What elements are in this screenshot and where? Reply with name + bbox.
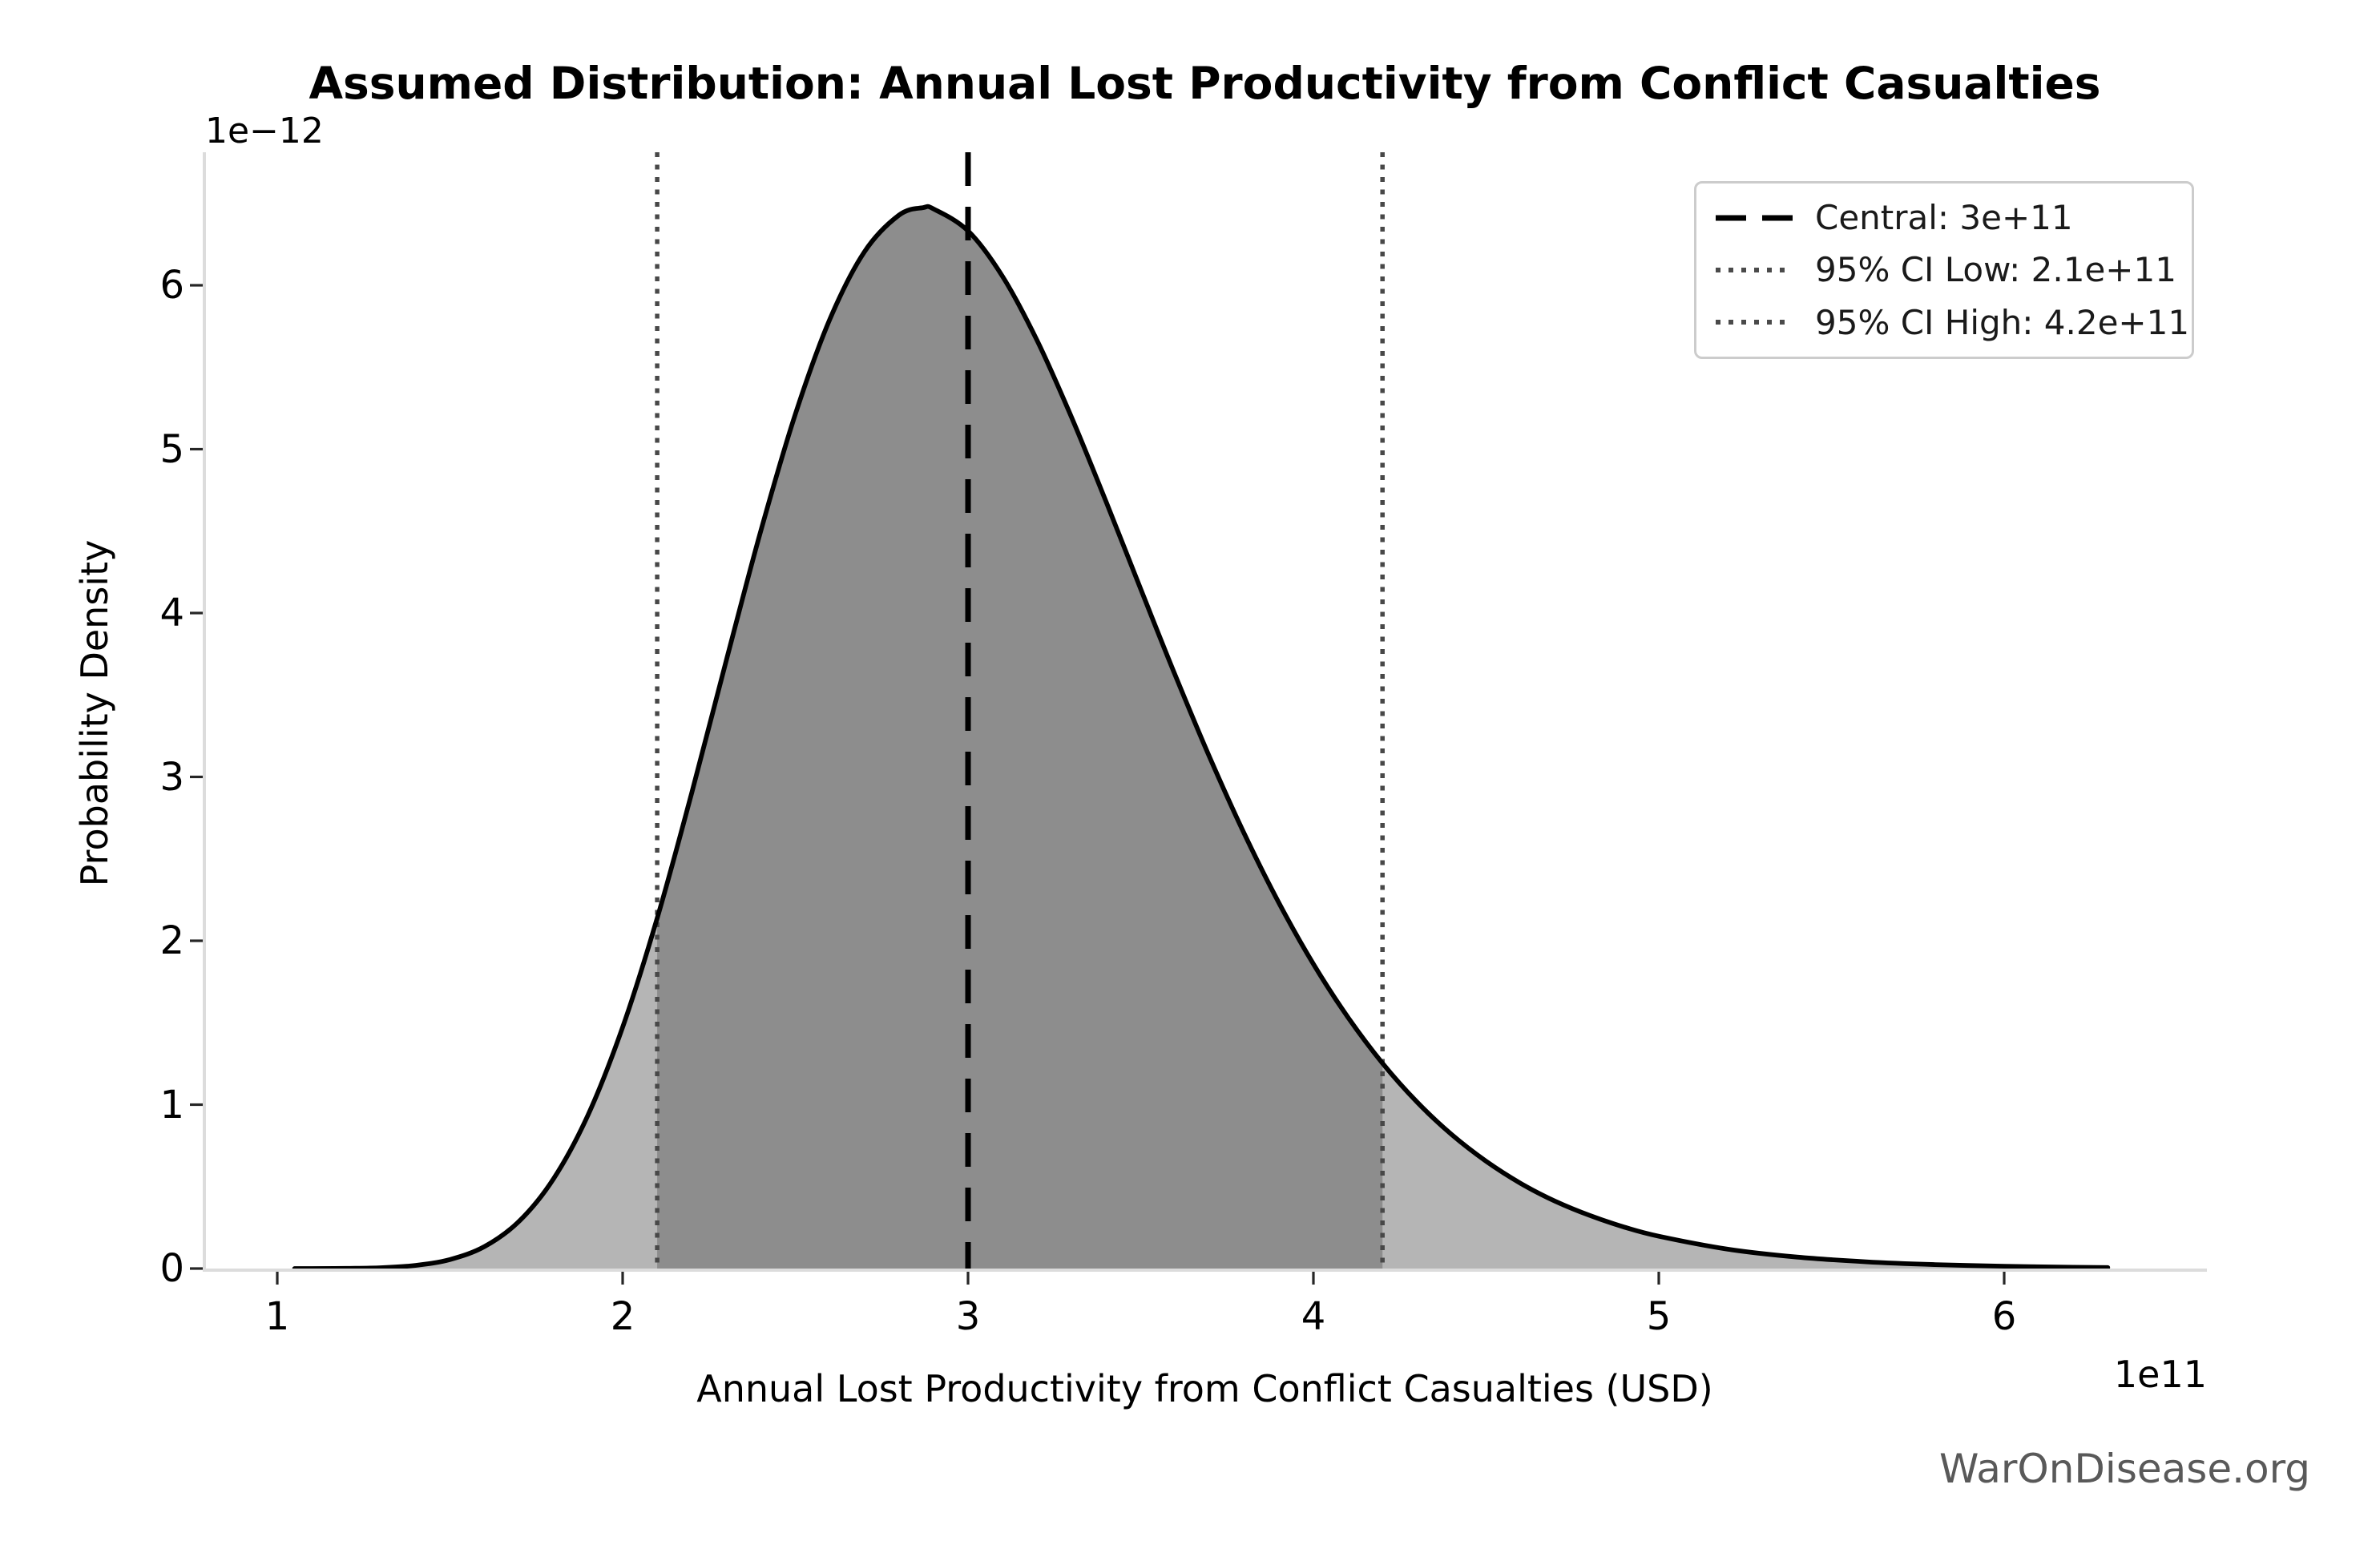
x-tick-label-2: 2 bbox=[610, 1294, 635, 1339]
y-tick-label-6: 6 bbox=[159, 263, 184, 308]
x-tick-label-5: 5 bbox=[1646, 1294, 1672, 1339]
density-fill-95ci bbox=[657, 206, 1383, 1269]
x-tick-label-3: 3 bbox=[955, 1294, 981, 1339]
x-axis-offset-label: 1e11 bbox=[2113, 1353, 2207, 1396]
legend-label-ci-low: 95% CI Low: 2.1e+11 bbox=[1815, 250, 2176, 290]
curve-group bbox=[292, 204, 2111, 1271]
legend-label-ci-high: 95% CI High: 4.2e+11 bbox=[1815, 302, 2190, 342]
x-axis-label: Annual Lost Productivity from Conflict C… bbox=[696, 1367, 1713, 1410]
legend-label-central: Central: 3e+11 bbox=[1815, 198, 2073, 238]
legend-item-central: Central: 3e+11 bbox=[1714, 198, 2174, 237]
y-tick-label-5: 5 bbox=[159, 426, 184, 472]
x-tick-label-6: 6 bbox=[1991, 1294, 2017, 1339]
legend-dot-icon bbox=[1716, 320, 1793, 325]
spines-group bbox=[203, 152, 2207, 1272]
y-tick-label-4: 4 bbox=[159, 591, 184, 635]
y-axis-offset-label: 1e−12 bbox=[205, 111, 324, 151]
y-tick-label-0: 0 bbox=[159, 1246, 184, 1291]
y-tick-label-2: 2 bbox=[159, 918, 184, 963]
legend-dot-icon bbox=[1716, 267, 1793, 272]
x-tick-label-1: 1 bbox=[264, 1294, 290, 1339]
y-tick-label-1: 1 bbox=[159, 1082, 184, 1127]
ticks-group bbox=[190, 284, 2006, 1285]
legend-dash-icon bbox=[1716, 215, 1793, 221]
fills-group bbox=[294, 206, 2108, 1269]
watermark-text: WarOnDisease.org bbox=[1938, 1446, 2310, 1492]
legend-item-ci-high: 95% CI High: 4.2e+11 bbox=[1714, 303, 2189, 342]
y-tick-label-3: 3 bbox=[159, 754, 184, 800]
chart-title: Assumed Distribution: Annual Lost Produc… bbox=[309, 58, 2101, 109]
legend-box: Central: 3e+11 95% CI Low: 2.1e+11 95% CI … bbox=[1694, 181, 2194, 359]
density-curve bbox=[292, 204, 2111, 1271]
x-tick-label-4: 4 bbox=[1301, 1294, 1326, 1339]
legend-item-ci-low: 95% CI Low: 2.1e+11 bbox=[1714, 250, 2176, 290]
vlines-group bbox=[655, 152, 1385, 1269]
